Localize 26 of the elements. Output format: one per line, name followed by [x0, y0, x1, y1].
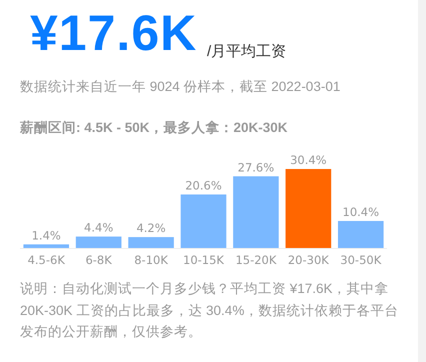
bar	[128, 237, 174, 248]
data-label: 27.6%	[238, 160, 274, 174]
data-label: 10.4%	[342, 204, 380, 219]
bar	[286, 169, 332, 248]
x-tick-label: 20-30K	[288, 253, 330, 267]
x-tick-label: 30-50K	[340, 253, 382, 267]
data-label: 4.2%	[136, 221, 166, 236]
x-tick-label: 8-10K	[134, 253, 168, 267]
text: 数据统计来自近一年 9024 份样本，截至 2022-03-01	[20, 78, 340, 96]
text: 说明：自动化测试一个月多少钱？平均工资 ¥17.6K，其中拿 20K-30K 工资的占比最多，达 30.4%，数据统计依赖于各平台发布的公开薪酬，仅供参考。	[20, 280, 400, 341]
data-label: 4.4%	[84, 220, 114, 235]
x-tick-label: 15-20K	[235, 253, 277, 267]
bar	[23, 244, 70, 248]
chart-title: ¥17.6K	[30, 4, 198, 62]
text: 薪酬区间: 4.5K - 50K，最多人拿：20K-30K	[20, 120, 288, 135]
chart-subtitle: /月平均工资	[207, 42, 286, 61]
data-label: 30.4%	[290, 153, 327, 167]
bar	[233, 176, 279, 248]
bar	[180, 194, 226, 248]
data-label: 1.4%	[32, 228, 61, 242]
bar	[76, 236, 122, 248]
x-tick-label: 10-15K	[183, 253, 224, 267]
bar	[338, 220, 384, 248]
x-tick-label: 4.5-6K	[28, 253, 66, 267]
data-label: 20.6%	[185, 178, 222, 192]
x-tick-label: 6-8K	[85, 253, 112, 267]
